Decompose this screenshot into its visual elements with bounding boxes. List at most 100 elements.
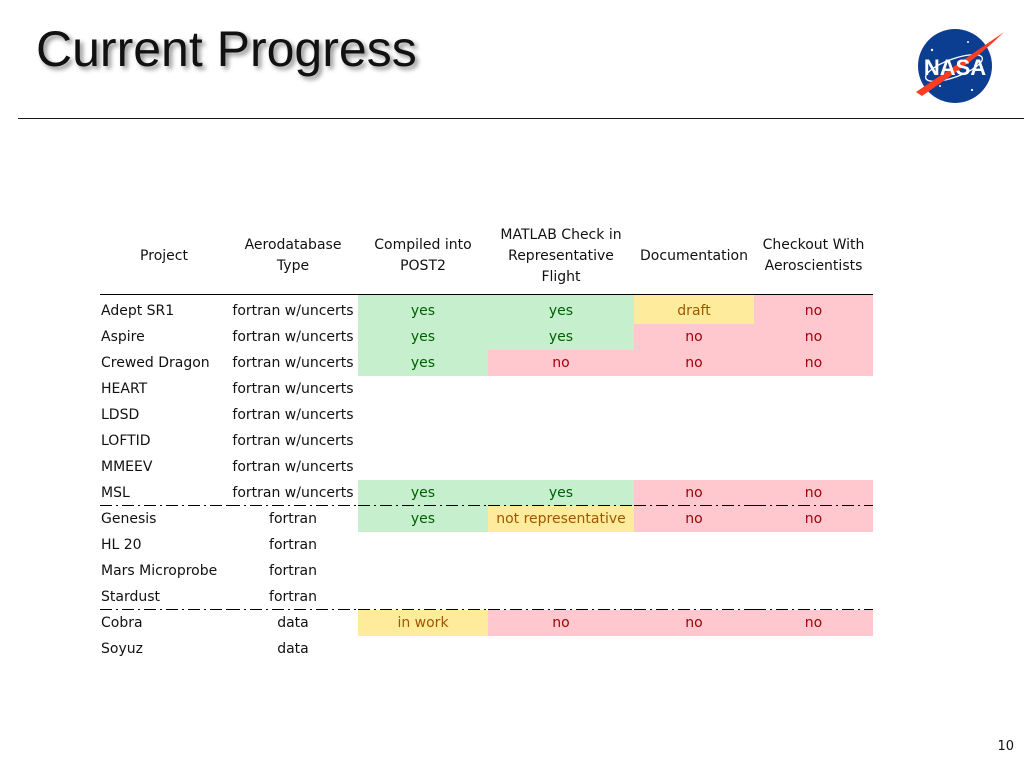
checkout-status-cell: no (754, 610, 873, 636)
checkout-status-cell: no (754, 324, 873, 350)
column-header-aerodatabase-type: Aerodatabase Type (228, 218, 358, 295)
documentation-status-cell (634, 454, 754, 480)
project-cell: MMEEV (101, 459, 153, 475)
post2-status-cell: yes (358, 294, 488, 324)
checkout-status-cell (754, 584, 873, 610)
column-header-documentation: Documentation (634, 218, 754, 295)
documentation-status-cell (634, 402, 754, 428)
documentation-status-cell: no (634, 480, 754, 506)
post2-status-cell (358, 584, 488, 610)
documentation-status-cell: draft (634, 294, 754, 324)
documentation-status-cell: no (634, 350, 754, 376)
project-cell: HEART (101, 381, 148, 397)
post2-status-cell: yes (358, 324, 488, 350)
aerodatabase-type-cell: fortran w/uncerts (232, 433, 354, 449)
column-header-project: Project (100, 218, 228, 295)
table-body: Adept SR1 fortran w/uncerts yes yes draft no A… (100, 294, 873, 663)
aerodatabase-type-cell: fortran w/uncerts (232, 381, 354, 397)
checkout-status-cell: no (754, 480, 873, 506)
slide-title: Current Progress (36, 21, 417, 77)
table-row: MMEEV fortran w/uncerts (100, 454, 873, 480)
table-row: LDSD fortran w/uncerts (100, 402, 873, 428)
post2-status-cell (358, 428, 488, 454)
project-cell: LDSD (101, 407, 140, 423)
post2-status-cell (358, 376, 488, 402)
table-row: Soyuz data (100, 636, 873, 662)
documentation-status-cell: no (634, 506, 754, 532)
matlab-status-cell (488, 402, 634, 428)
matlab-status-cell (488, 532, 634, 558)
post2-status-cell (358, 532, 488, 558)
aerodatabase-type-cell: fortran w/uncerts (232, 329, 354, 345)
project-cell: Aspire (101, 329, 145, 345)
documentation-status-cell: no (634, 324, 754, 350)
matlab-status-cell: yes (488, 294, 634, 324)
aerodatabase-type-cell: fortran w/uncerts (232, 459, 354, 475)
checkout-status-cell (754, 454, 873, 480)
post2-status-cell (358, 558, 488, 584)
project-cell: Crewed Dragon (101, 355, 210, 371)
matlab-status-cell: yes (488, 480, 634, 506)
nasa-logo-icon: NASA (916, 29, 1004, 103)
table-row: HEART fortran w/uncerts (100, 376, 873, 402)
documentation-status-cell (634, 428, 754, 454)
column-header-checkout: Checkout With Aeroscientists (754, 218, 873, 295)
project-cell: Genesis (101, 511, 157, 527)
table-row: Cobra data in work no no no (100, 610, 873, 636)
project-cell: Adept SR1 (101, 303, 175, 319)
table-row: Stardust fortran (100, 584, 873, 610)
aerodatabase-type-cell: fortran w/uncerts (232, 355, 354, 371)
project-cell: Mars Microprobe (101, 563, 218, 579)
aerodatabase-type-cell: fortran (269, 511, 317, 527)
documentation-status-cell (634, 532, 754, 558)
matlab-status-cell (488, 584, 634, 610)
checkout-status-cell: no (754, 506, 873, 532)
checkout-status-cell (754, 402, 873, 428)
aerodatabase-type-cell: data (277, 641, 309, 657)
column-header-matlab-check: MATLAB Check in Representative Flight (488, 218, 634, 295)
checkout-status-cell (754, 532, 873, 558)
page-number: 10 (997, 739, 1014, 754)
project-cell: MSL (100, 480, 228, 506)
table-row: Aspire fortran w/uncerts yes yes no no (100, 324, 873, 350)
table-row: Mars Microprobe fortran (100, 558, 873, 584)
post2-status-cell: yes (358, 350, 488, 376)
project-cell: Stardust (100, 584, 228, 610)
matlab-status-cell (488, 636, 634, 662)
title-divider (18, 118, 1024, 119)
aerodatabase-type-cell: fortran w/uncerts (228, 480, 358, 506)
table-header-row: Project Aerodatabase Type Compiled into … (100, 218, 873, 295)
project-cell: HL 20 (101, 537, 142, 553)
project-cell: LOFTID (101, 433, 151, 449)
project-cell: Soyuz (101, 641, 143, 657)
checkout-status-cell (754, 428, 873, 454)
aerodatabase-type-cell: data (277, 615, 309, 631)
post2-status-cell: yes (358, 506, 488, 532)
matlab-status-cell: not representative (488, 506, 634, 532)
matlab-status-cell: yes (488, 324, 634, 350)
aerodatabase-type-cell: fortran (228, 584, 358, 610)
aerodatabase-type-cell: fortran w/uncerts (232, 303, 354, 319)
documentation-status-cell (634, 558, 754, 584)
table-row: Genesis fortran yes not representative no no (100, 506, 873, 532)
matlab-status-cell (488, 428, 634, 454)
nasa-logo-text: NASA (924, 55, 986, 80)
checkout-status-cell: no (754, 294, 873, 324)
matlab-status-cell: no (488, 350, 634, 376)
documentation-status-cell (634, 584, 754, 610)
matlab-status-cell (488, 376, 634, 402)
aerodatabase-type-cell: fortran (269, 537, 317, 553)
post2-status-cell (358, 636, 488, 662)
table-row: Crewed Dragon fortran w/uncerts yes no no no (100, 350, 873, 376)
aerodatabase-type-cell: fortran (269, 563, 317, 579)
post2-status-cell: yes (358, 480, 488, 506)
checkout-status-cell (754, 376, 873, 402)
table-row: Adept SR1 fortran w/uncerts yes yes draft no (100, 294, 873, 324)
matlab-status-cell (488, 558, 634, 584)
table-row: HL 20 fortran (100, 532, 873, 558)
documentation-status-cell: no (634, 610, 754, 636)
table-row: MSL fortran w/uncerts yes yes no no (100, 480, 873, 506)
project-cell: Cobra (101, 615, 143, 631)
post2-status-cell (358, 454, 488, 480)
aerodatabase-type-cell: fortran w/uncerts (232, 407, 354, 423)
